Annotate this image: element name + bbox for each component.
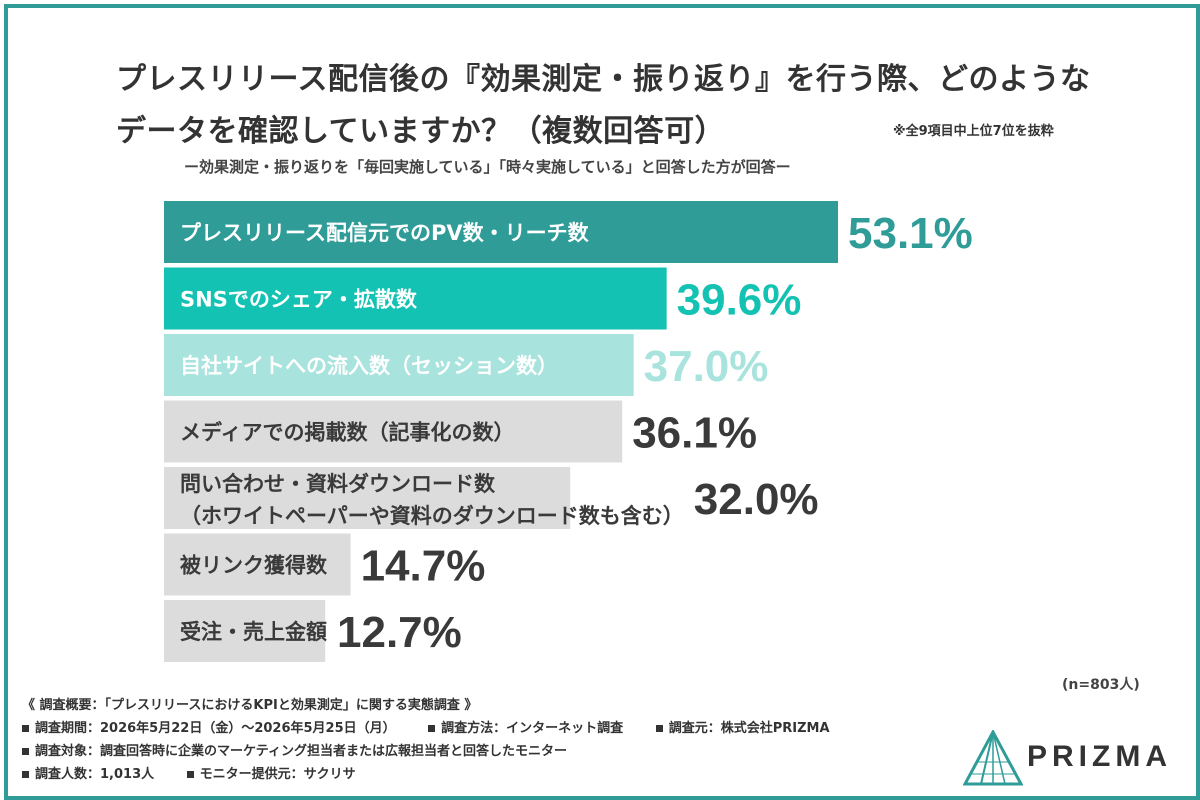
value-label-4: 36.1%	[632, 409, 757, 458]
value-label-3: 37.0%	[644, 342, 769, 391]
chart-title-line2: データを確認していますか？（複数回答可）	[116, 114, 726, 149]
survey-row-1: 調査期間：2026年5月22日（金）〜2026年5月25日（月） 調査方法：イン…	[22, 717, 942, 740]
prizma-logo-text: PRIZMA	[1027, 740, 1172, 773]
value-label-5: 32.0%	[694, 475, 819, 524]
bullet-square-icon	[22, 748, 29, 755]
bar-5	[164, 467, 571, 529]
survey-row-2: 調査対象：調査回答時に企業のマーケティング担当者または広報担当者と回答したモニタ…	[22, 740, 942, 763]
bar-7	[164, 600, 326, 662]
survey-item: 調査方法：インターネット調査	[428, 717, 623, 740]
bar-3	[164, 334, 634, 396]
bar-label-2: SNSでのシェア・拡散数	[180, 288, 418, 312]
survey-item: 調査人数：1,013人	[22, 763, 154, 786]
bar-label-6: 被リンク獲得数	[180, 554, 328, 578]
bar-2	[164, 267, 667, 330]
bullet-square-icon	[22, 771, 29, 778]
bar-label-7: 受注・売上金額	[180, 620, 327, 644]
prizma-logo-icon	[962, 728, 1024, 786]
bar-label-3: 自社サイトへの流入数（セッション数）	[180, 354, 558, 378]
bullet-square-icon	[428, 725, 436, 732]
survey-item: 調査対象：調査回答時に企業のマーケティング担当者または広報担当者と回答したモニタ…	[22, 740, 567, 763]
bullet-square-icon	[186, 771, 194, 778]
chart-subtitle: ー効果測定・振り返りを「毎回実施している」「時々実施している」と回答した方が回答…	[184, 158, 791, 176]
survey-item: 調査期間：2026年5月22日（金）〜2026年5月25日（月）	[22, 717, 396, 740]
survey-row-3: 調査人数：1,013人 モニター提供元：サクリサ	[22, 763, 942, 786]
survey-heading: 《 調査概要：「プレスリリースにおけるKPIと効果測定」に関する実態調査 》	[22, 698, 478, 713]
bar-label-5-line2: （ホワイトペーパーや資料のダウンロード数も含む）	[180, 504, 684, 528]
value-label-7: 12.7%	[337, 608, 462, 657]
excerpt-note: ※全9項目中上位7位を抜粋	[893, 124, 1054, 139]
survey-item: 調査元：株式会社PRIZMA	[655, 717, 830, 740]
bar-6	[164, 533, 351, 596]
survey-item: モニター提供元：サクリサ	[186, 763, 356, 786]
bar-label-4: メディアでの掲載数（記事化の数）	[180, 421, 515, 445]
value-label-6: 14.7%	[361, 542, 486, 591]
survey-summary: 《 調査概要：「プレスリリースにおけるKPIと効果測定」に関する実態調査 》 調…	[22, 694, 942, 786]
value-label-1: 53.1%	[848, 209, 973, 258]
sample-size-label: (n=803人)	[1062, 677, 1140, 693]
bar-label-1: プレスリリース配信元でのPV数・リーチ数	[180, 221, 590, 245]
bar-label-5-line1: 問い合わせ・資料ダウンロード数	[180, 472, 496, 496]
prizma-logo: PRIZMA	[962, 728, 1168, 786]
bullet-square-icon	[655, 725, 663, 732]
bar-4	[164, 400, 623, 463]
bullet-square-icon	[22, 725, 29, 732]
value-label-2: 39.6%	[677, 276, 802, 325]
chart-title: プレスリリース配信後の『効果測定・振り返り』を行う際、どのような データを確認し…	[116, 54, 1096, 158]
chart-title-line1: プレスリリース配信後の『効果測定・振り返り』を行う際、どのような	[116, 62, 1091, 97]
bar-1	[164, 201, 838, 263]
